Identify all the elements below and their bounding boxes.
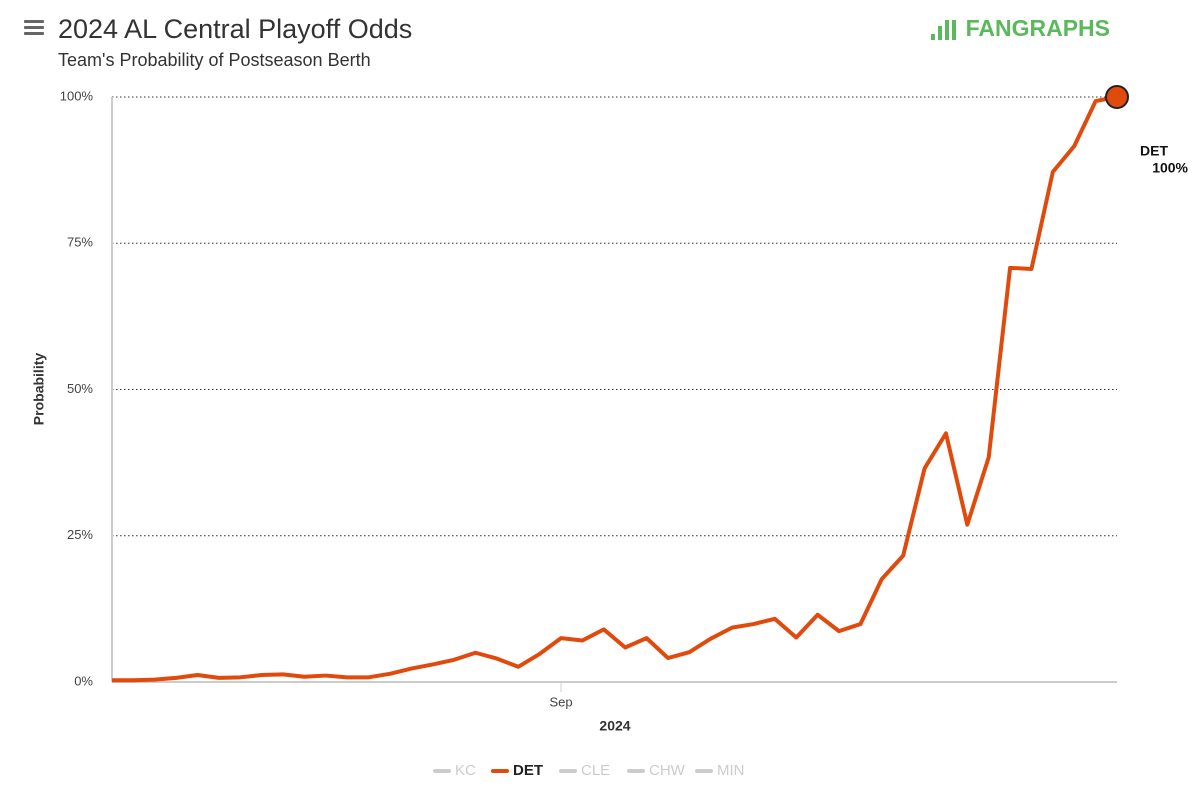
- menu-icon[interactable]: [24, 20, 44, 35]
- y-tick-label: 50%: [67, 381, 93, 396]
- y-axis-title: Probability: [31, 353, 47, 426]
- series-line: [112, 95, 1118, 683]
- legend-item[interactable]: MIN: [695, 762, 745, 779]
- logo: FANGRAPHS: [966, 15, 1110, 41]
- end-point: [1105, 85, 1129, 109]
- y-tick-label: 100%: [60, 88, 94, 103]
- legend-label: MIN: [717, 762, 745, 779]
- legend-item[interactable]: DET: [491, 762, 543, 779]
- chart-subtitle: Team's Probability of Postseason Berth: [58, 50, 371, 70]
- legend-item[interactable]: CLE: [559, 762, 610, 779]
- x-tick-label: Sep: [549, 694, 572, 709]
- end-label-value: 100%: [1152, 160, 1188, 176]
- x-axis-title: 2024: [599, 718, 630, 734]
- legend-label: DET: [513, 762, 543, 779]
- y-tick-label: 25%: [67, 527, 93, 542]
- logo-bars: [931, 20, 956, 40]
- legend-item[interactable]: CHW: [627, 762, 686, 779]
- legend-label: CHW: [649, 762, 686, 779]
- legend-label: CLE: [581, 762, 610, 779]
- end-label-name: DET: [1140, 143, 1168, 159]
- chart-title: 2024 AL Central Playoff Odds: [58, 14, 412, 44]
- legend-item[interactable]: KC: [433, 762, 476, 779]
- legend-label: KC: [455, 762, 476, 779]
- y-tick-label: 0%: [74, 673, 93, 688]
- legend: KC DET CLE CHW MIN: [433, 762, 745, 779]
- y-tick-label: 75%: [67, 235, 93, 250]
